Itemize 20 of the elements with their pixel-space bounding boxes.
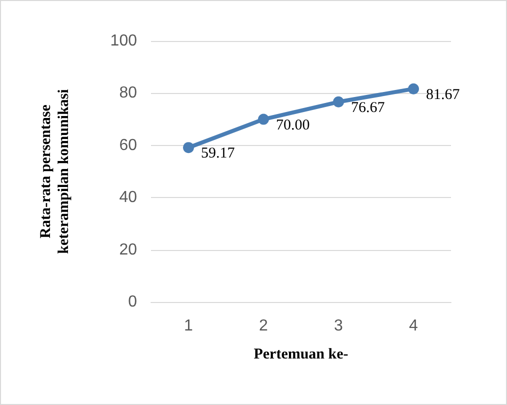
x-tick-label: 3 [334,318,344,334]
point [183,142,194,154]
data-label: 70.00 [276,117,310,134]
x-tick-label: 1 [184,318,194,334]
data-label: 76.67 [351,100,386,116]
x-tick-label: 4 [409,318,418,334]
y-tick-label: 80 [119,84,138,102]
y-tick-label: 40 [119,189,138,206]
y-tick-label: 100 [110,32,138,50]
data-label: 81.67 [426,86,460,103]
data-label: 59.17 [201,146,236,162]
x-axis-title: Pertemuan ke- [254,346,348,362]
y-tick-label: 20 [119,241,138,258]
y-axis-title: Rata-rata persentase keterampilan komunikasi [38,89,72,254]
point [258,114,269,125]
y-tick-label: 60 [119,136,138,154]
x-tick-label: 2 [259,318,268,334]
point [408,83,419,94]
point [333,96,344,108]
y-tick-label: 0 [128,294,138,310]
